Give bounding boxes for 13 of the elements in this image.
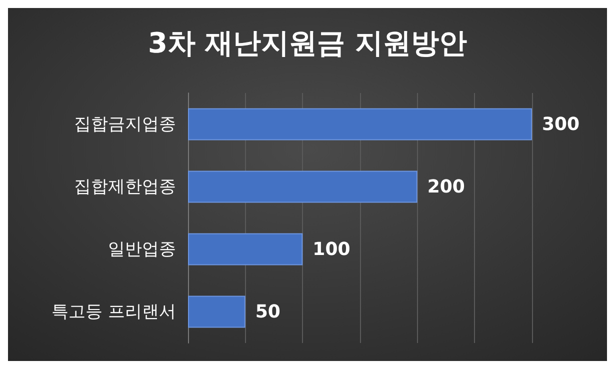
bar: [188, 108, 532, 140]
data-label: 300: [542, 114, 580, 135]
data-label: 50: [255, 301, 280, 322]
y-tick-label: 일반업종: [108, 239, 176, 260]
data-label: 100: [312, 238, 350, 260]
bar: [188, 170, 418, 203]
data-label: 200: [427, 176, 465, 198]
bar: [188, 233, 303, 266]
y-tick-label: 집합제한업종: [74, 176, 176, 197]
y-tick-label: 집합금지업종: [74, 114, 176, 134]
bar: [188, 296, 246, 328]
y-tick-label: 특고등 프리랜서: [52, 302, 176, 322]
chart-title: 3차 재난지원금 지원방안: [148, 26, 467, 60]
